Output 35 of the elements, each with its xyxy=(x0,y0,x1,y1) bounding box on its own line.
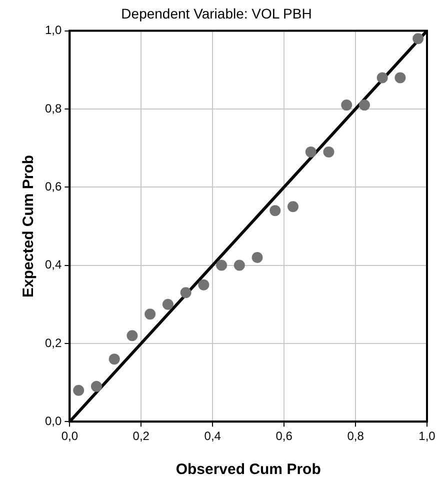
point xyxy=(394,72,406,84)
point xyxy=(234,260,245,271)
point xyxy=(180,287,192,298)
y-tick-label: 0,4 xyxy=(44,258,62,272)
point xyxy=(144,308,156,320)
y-axis-title: Expected Cum Prob xyxy=(20,154,38,298)
y-tick-label: 0,0 xyxy=(44,414,62,428)
y-tick-label: 0,2 xyxy=(44,336,62,350)
point xyxy=(412,33,424,44)
point xyxy=(358,100,370,111)
x-tick-label: 0,8 xyxy=(347,429,364,444)
point xyxy=(252,252,263,263)
point xyxy=(162,298,174,310)
x-tick-label: 0,0 xyxy=(61,429,78,444)
point xyxy=(376,72,388,84)
x-tick-label: 1,0 xyxy=(418,429,436,444)
y-tick-label: 1,0 xyxy=(44,23,62,38)
point xyxy=(305,146,316,158)
point xyxy=(323,146,334,158)
point xyxy=(126,330,138,342)
point xyxy=(216,260,228,271)
point xyxy=(341,100,352,111)
x-tick-label: 0,4 xyxy=(204,429,222,444)
point xyxy=(288,201,299,212)
point xyxy=(198,279,210,290)
point xyxy=(73,384,84,396)
point xyxy=(108,354,120,365)
chart-title: Dependent Variable: VOL PBH xyxy=(121,5,312,22)
y-tick-label: 0,8 xyxy=(44,101,62,116)
x-tick-label: 0,2 xyxy=(132,429,150,444)
point xyxy=(270,205,281,216)
x-axis-title: Observed Cum Prob xyxy=(176,461,321,478)
y-tick-label: 0,6 xyxy=(44,179,62,194)
point xyxy=(90,380,102,392)
x-tick-label: 0,6 xyxy=(276,429,293,444)
